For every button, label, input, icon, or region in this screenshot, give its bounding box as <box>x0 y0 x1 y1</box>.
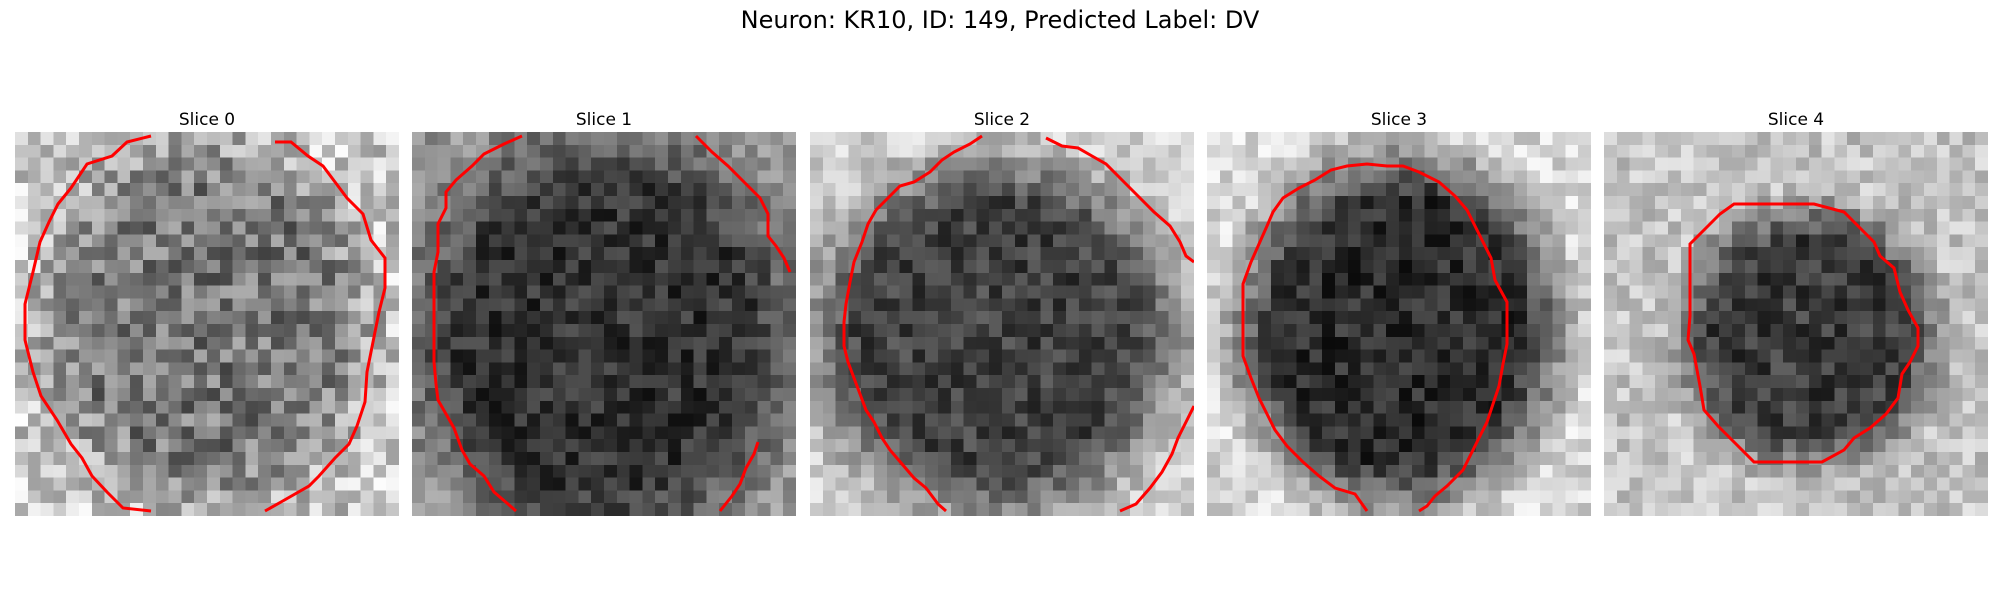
contour-overlay <box>1241 162 1509 513</box>
slice-title: Slice 2 <box>973 110 1031 130</box>
slice-title: Slice 0 <box>178 110 236 130</box>
cell-contour <box>1045 136 1194 264</box>
contour-overlay <box>842 134 1194 513</box>
microscopy-image <box>810 132 1194 516</box>
cell-contour <box>718 441 760 512</box>
slice-title: Slice 3 <box>1370 110 1428 130</box>
cell-contour <box>694 134 792 273</box>
intensity-grid <box>1604 132 1988 516</box>
cell-contour <box>1241 162 1509 513</box>
cell-contour <box>1686 202 1920 464</box>
slice-panel-4: Slice 4 <box>1604 108 1988 516</box>
cell-contour <box>264 140 387 513</box>
cell-contour <box>1119 405 1194 513</box>
microscopy-image <box>15 132 399 516</box>
slice-title: Slice 1 <box>575 110 633 130</box>
slice-panel-2: Slice 2 <box>810 108 1194 516</box>
contour-overlay <box>1686 202 1920 464</box>
slice-panel-3: Slice 3 <box>1207 108 1591 516</box>
intensity-grid <box>1207 132 1591 516</box>
intensity-grid <box>810 132 1194 516</box>
slice-panel-0: Slice 0 <box>15 108 399 516</box>
microscopy-image <box>1207 132 1591 516</box>
slice-panel-1: Slice 1 <box>412 108 796 516</box>
cell-contour <box>842 134 983 513</box>
slice-title: Slice 4 <box>1767 110 1825 130</box>
intensity-grid <box>412 132 796 516</box>
figure-title: Neuron: KR10, ID: 149, Predicted Label: … <box>740 6 1260 34</box>
microscopy-image <box>1604 132 1988 516</box>
contour-overlay <box>432 134 792 513</box>
cell-contour <box>432 134 523 513</box>
cell-contour <box>23 134 152 513</box>
microscopy-image <box>412 132 796 516</box>
contour-overlay <box>23 134 387 513</box>
